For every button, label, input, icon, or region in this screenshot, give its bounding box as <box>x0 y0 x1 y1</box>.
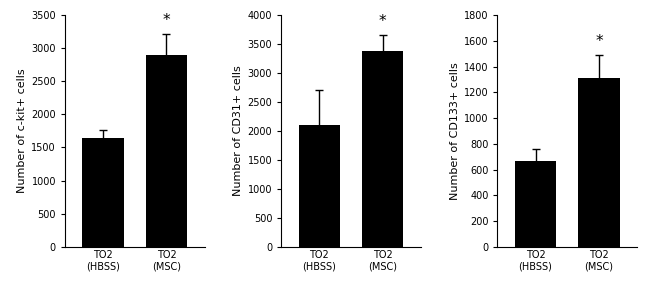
Text: *: * <box>162 13 170 28</box>
Y-axis label: Number of CD133+ cells: Number of CD133+ cells <box>450 62 460 200</box>
Bar <box>515 160 556 247</box>
Text: *: * <box>595 34 603 49</box>
Bar <box>83 138 124 247</box>
Text: *: * <box>379 14 387 29</box>
Bar <box>362 51 403 247</box>
Bar <box>578 78 619 247</box>
Bar <box>146 55 187 247</box>
Bar <box>299 125 340 247</box>
Y-axis label: Number of c-kit+ cells: Number of c-kit+ cells <box>17 69 27 193</box>
Y-axis label: Number of CD31+ cells: Number of CD31+ cells <box>233 66 243 196</box>
